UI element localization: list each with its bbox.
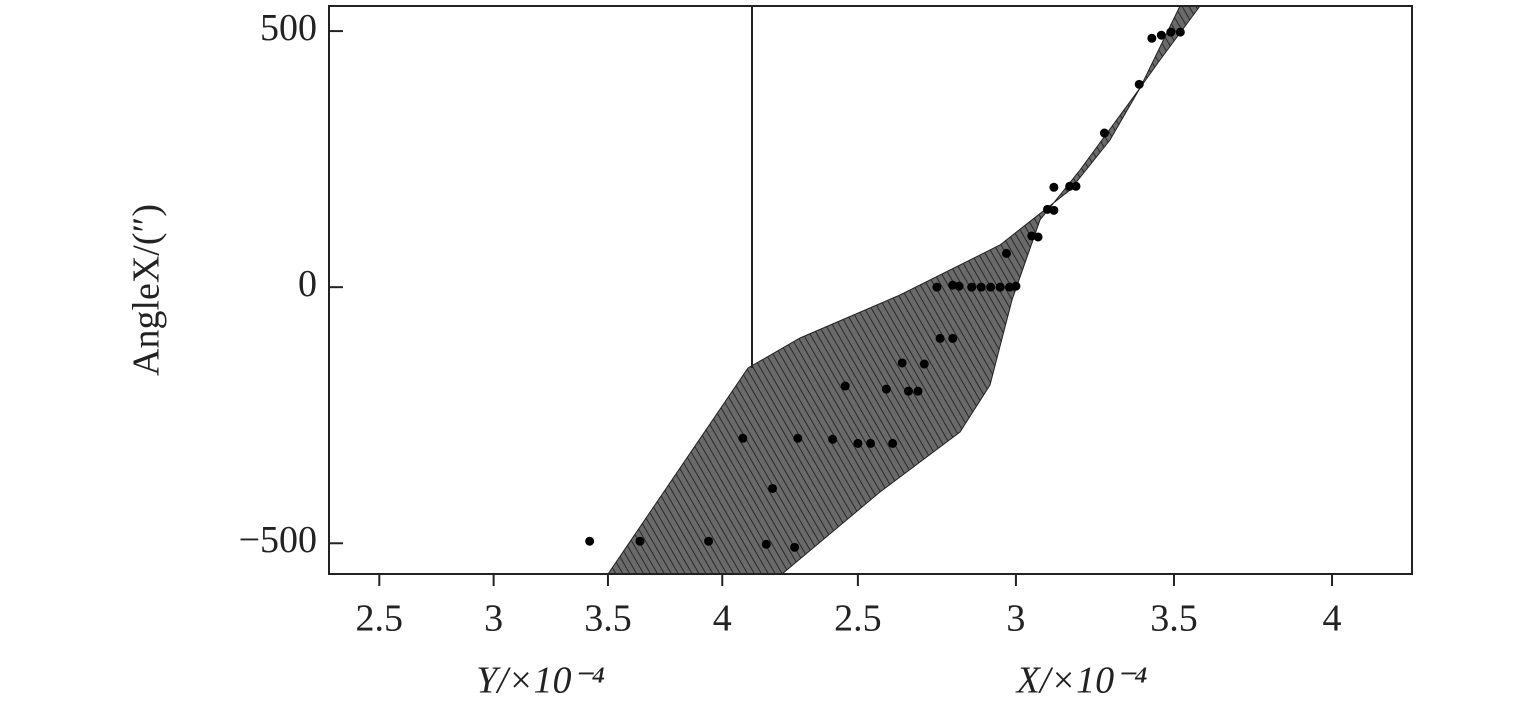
point <box>995 282 1005 292</box>
y-tick-label: 0 <box>298 263 317 305</box>
point <box>790 542 800 552</box>
y-tick-label: −500 <box>239 519 317 561</box>
y-axis-label: AngleX/(″) <box>126 204 168 376</box>
point <box>1033 232 1043 242</box>
x-tick-label: 4 <box>713 598 732 640</box>
point <box>967 282 977 292</box>
point <box>1049 182 1059 192</box>
x-axis-label: Y/×10⁻⁴ <box>476 660 605 702</box>
point <box>761 539 771 549</box>
point <box>1049 205 1059 215</box>
plot-frame <box>328 5 1413 575</box>
point <box>635 536 645 546</box>
point <box>1099 128 1109 138</box>
point <box>1065 181 1075 191</box>
point <box>935 333 945 343</box>
point <box>976 282 986 292</box>
point <box>897 358 907 368</box>
point <box>1156 30 1166 40</box>
point <box>932 282 942 292</box>
point <box>919 359 929 369</box>
point <box>986 282 996 292</box>
x-tick-label: 3 <box>484 598 503 640</box>
point <box>888 438 898 448</box>
x-axis-label: X/×10⁻⁴ <box>1015 660 1148 702</box>
point <box>903 386 913 396</box>
point <box>954 281 964 291</box>
x-tick-label: 3.5 <box>584 598 632 640</box>
point <box>585 536 595 546</box>
point <box>948 333 958 343</box>
point <box>793 433 803 443</box>
point <box>1175 27 1185 37</box>
x-tick-label: 3 <box>1006 598 1025 640</box>
point <box>828 434 838 444</box>
x-tick-label: 2.5 <box>356 598 404 640</box>
point <box>840 381 850 391</box>
point <box>1147 33 1157 43</box>
point <box>1001 248 1011 258</box>
x-tick-label: 4 <box>1323 598 1342 640</box>
point <box>768 483 778 493</box>
x-tick-label: 2.5 <box>834 598 882 640</box>
point <box>853 438 863 448</box>
point <box>866 438 876 448</box>
point <box>738 433 748 443</box>
point <box>1166 27 1176 37</box>
point <box>704 536 714 546</box>
y-tick-label: 500 <box>260 7 317 49</box>
fitted-surface <box>607 5 1201 575</box>
point <box>1071 181 1081 191</box>
point <box>1134 79 1144 89</box>
point <box>1011 281 1021 291</box>
x-tick-label: 3.5 <box>1150 598 1198 640</box>
point <box>881 384 891 394</box>
point <box>913 386 923 396</box>
